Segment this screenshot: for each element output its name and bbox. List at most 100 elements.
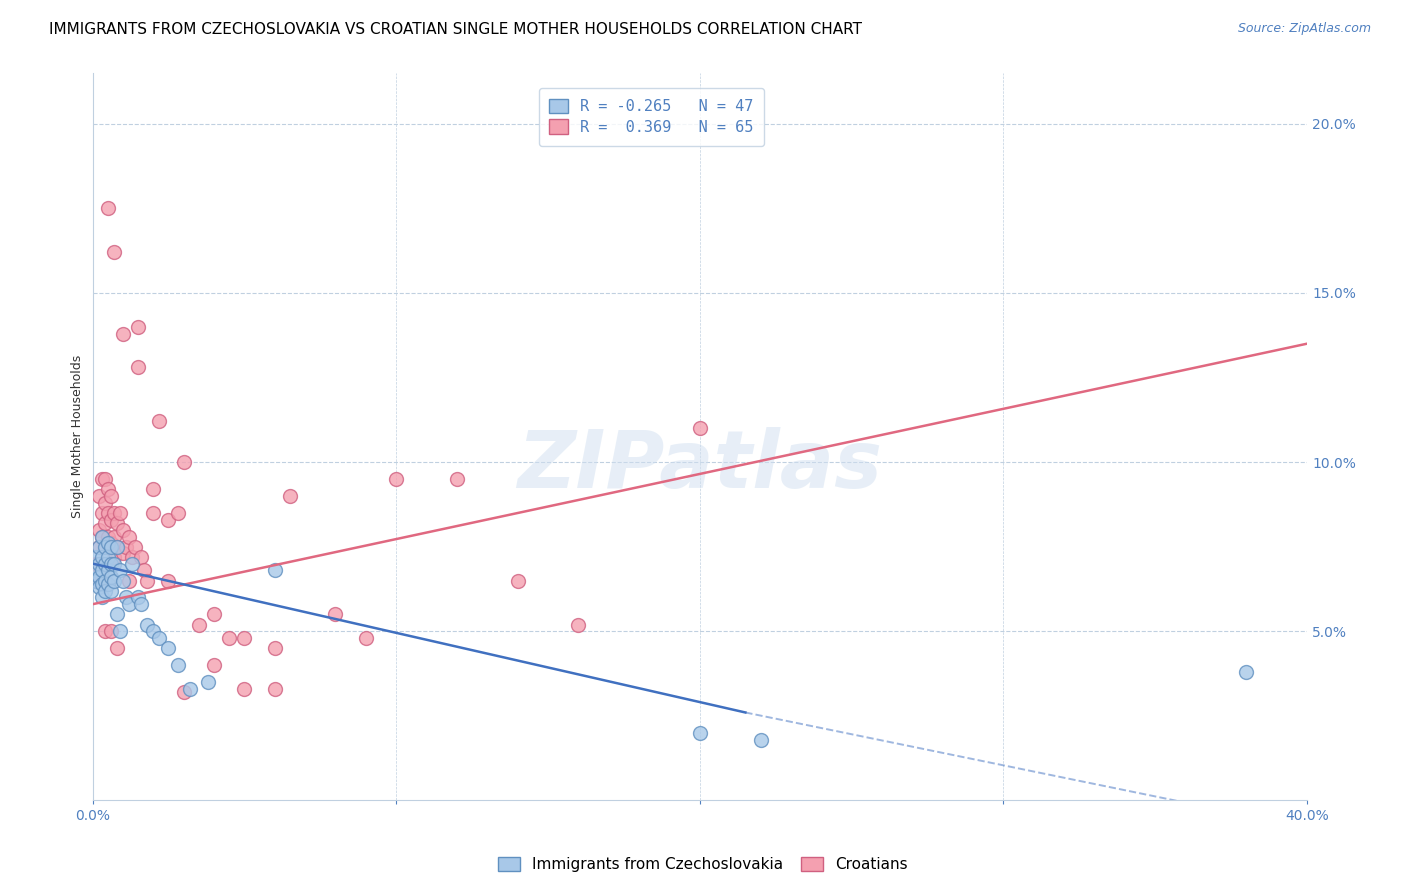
- Point: [93, 516, 115, 530]
- Point: [90, 591, 112, 605]
- Point: [97, 563, 120, 577]
- Point: [97, 529, 120, 543]
- Point: [1234, 665, 1257, 679]
- Point: [93, 624, 115, 639]
- Point: [118, 529, 141, 543]
- Point: [115, 540, 138, 554]
- Point: [173, 685, 195, 699]
- Point: [97, 506, 120, 520]
- Point: [121, 557, 143, 571]
- Point: [118, 597, 141, 611]
- Point: [118, 574, 141, 588]
- Text: Source: ZipAtlas.com: Source: ZipAtlas.com: [1237, 22, 1371, 36]
- Point: [90, 472, 112, 486]
- Point: [87, 580, 110, 594]
- Point: [105, 607, 128, 622]
- Point: [84, 574, 107, 588]
- Point: [108, 563, 131, 577]
- Point: [197, 675, 219, 690]
- Point: [87, 557, 110, 571]
- Point: [84, 557, 107, 571]
- Point: [93, 540, 115, 554]
- Point: [105, 516, 128, 530]
- Point: [90, 549, 112, 564]
- Point: [103, 549, 125, 564]
- Point: [233, 681, 256, 696]
- Point: [136, 617, 159, 632]
- Point: [87, 523, 110, 537]
- Point: [157, 513, 180, 527]
- Point: [187, 617, 209, 632]
- Point: [90, 506, 112, 520]
- Point: [87, 540, 110, 554]
- Point: [202, 607, 225, 622]
- Point: [127, 591, 149, 605]
- Point: [179, 681, 201, 696]
- Point: [157, 641, 180, 656]
- Point: [233, 631, 256, 645]
- Point: [105, 540, 128, 554]
- Point: [100, 570, 122, 584]
- Point: [124, 540, 146, 554]
- Point: [111, 546, 134, 560]
- Point: [103, 529, 125, 543]
- Point: [90, 529, 112, 543]
- Point: [90, 577, 112, 591]
- Point: [97, 482, 120, 496]
- Point: [105, 641, 128, 656]
- Point: [100, 540, 122, 554]
- Point: [129, 597, 152, 611]
- Point: [100, 624, 122, 639]
- Text: ZIPatlas: ZIPatlas: [517, 426, 883, 505]
- Point: [97, 202, 120, 216]
- Point: [142, 482, 165, 496]
- Point: [93, 472, 115, 486]
- Point: [90, 563, 112, 577]
- Point: [100, 583, 122, 598]
- Point: [263, 681, 285, 696]
- Point: [325, 607, 347, 622]
- Point: [105, 540, 128, 554]
- Point: [108, 624, 131, 639]
- Point: [97, 549, 120, 564]
- Point: [134, 563, 156, 577]
- Point: [689, 726, 711, 740]
- Point: [567, 617, 589, 632]
- Point: [97, 536, 120, 550]
- Point: [689, 421, 711, 435]
- Point: [100, 557, 122, 571]
- Point: [173, 455, 195, 469]
- Point: [166, 658, 188, 673]
- Point: [93, 574, 115, 588]
- Point: [93, 496, 115, 510]
- Point: [108, 506, 131, 520]
- Legend: Immigrants from Czechoslovakia, Croatians: Immigrants from Czechoslovakia, Croatian…: [491, 849, 915, 880]
- Point: [115, 591, 138, 605]
- Point: [90, 529, 112, 543]
- Point: [97, 577, 120, 591]
- Point: [103, 506, 125, 520]
- Point: [84, 574, 107, 588]
- Point: [100, 536, 122, 550]
- Point: [84, 563, 107, 577]
- Point: [202, 658, 225, 673]
- Point: [127, 319, 149, 334]
- Text: IMMIGRANTS FROM CZECHOSLOVAKIA VS CROATIAN SINGLE MOTHER HOUSEHOLDS CORRELATION : IMMIGRANTS FROM CZECHOSLOVAKIA VS CROATI…: [49, 22, 862, 37]
- Point: [84, 549, 107, 564]
- Point: [87, 540, 110, 554]
- Point: [111, 523, 134, 537]
- Point: [142, 624, 165, 639]
- Point: [385, 472, 408, 486]
- Point: [129, 549, 152, 564]
- Point: [354, 631, 377, 645]
- Point: [136, 574, 159, 588]
- Point: [506, 574, 529, 588]
- Point: [749, 732, 772, 747]
- Point: [100, 489, 122, 503]
- Point: [111, 574, 134, 588]
- Point: [87, 489, 110, 503]
- Point: [446, 472, 468, 486]
- Point: [103, 557, 125, 571]
- Point: [218, 631, 240, 645]
- Point: [278, 489, 301, 503]
